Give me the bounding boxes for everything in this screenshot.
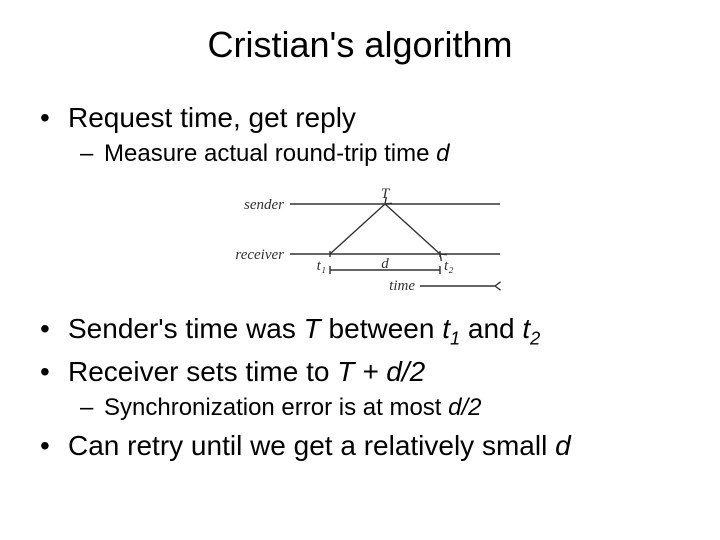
svg-text:d: d [381,256,389,272]
bullet-sync-text: Synchronization error is at most d/2 [104,394,482,422]
sender-and: and [460,313,522,344]
bullet-request-text: Request time, get reply [68,102,356,134]
sender-t2: t [522,313,530,344]
svg-text:receiver: receiver [235,247,284,263]
bullet-dot: • [40,356,68,388]
sender-between: between [321,313,442,344]
bullet-sync-error: – Synchronization error is at most d/2 [80,394,680,422]
sync-expr: d/2 [448,394,481,421]
sender-sub1: 1 [450,329,460,349]
bullet-sender-text: Sender's time was T between t1 and t2 [68,313,540,350]
bullet-retry: • Can retry until we get a relatively sm… [40,430,680,462]
bullet-request: • Request time, get reply [40,102,680,134]
bullet-dash: – [80,140,104,168]
svg-text:t₂: t₂ [444,258,453,274]
svg-text:T: T [381,186,391,202]
sender-t1: t [442,313,450,344]
diagram-svg: sender receiver Tt₁ t₂ dtime [210,174,510,294]
bullet-measure: – Measure actual round-trip time d [80,140,680,168]
bullet-dot: • [40,430,68,462]
svg-text:t₁: t₁ [317,258,326,274]
measure-d: d [436,140,449,167]
bullet-receiver-set: • Receiver sets time to T + d/2 [40,356,680,388]
receiver-pre: Receiver sets time to [68,356,337,387]
bullet-retry-text: Can retry until we get a relatively smal… [68,430,571,462]
bullet-dot: • [40,102,68,134]
sender-pre: Sender's time was [68,313,304,344]
timing-diagram: sender receiver Tt₁ t₂ dtime [40,174,680,299]
bullet-receiver-text: Receiver sets time to T + d/2 [68,356,425,388]
retry-pre: Can retry until we get a relatively smal… [68,430,555,461]
bullet-measure-text: Measure actual round-trip time d [104,140,450,168]
receiver-expr: T + d/2 [337,356,425,387]
measure-pre: Measure actual round-trip time [104,140,436,167]
sender-T: T [304,313,321,344]
bullet-dot: • [40,313,68,345]
svg-text:sender: sender [244,197,284,213]
svg-text:time: time [389,278,415,294]
retry-d: d [555,430,571,461]
sender-sub2: 2 [530,329,540,349]
bullet-sender-time: • Sender's time was T between t1 and t2 [40,313,680,350]
bullet-dash: – [80,394,104,422]
slide-title: Cristian's algorithm [40,24,680,66]
sync-pre: Synchronization error is at most [104,394,448,421]
